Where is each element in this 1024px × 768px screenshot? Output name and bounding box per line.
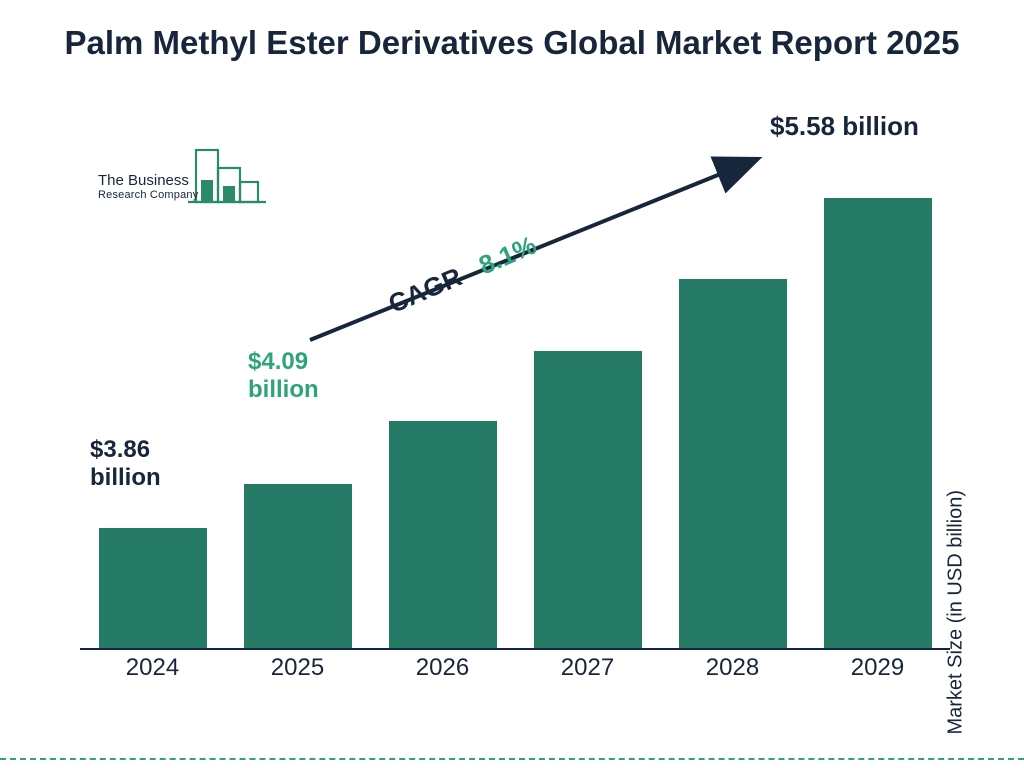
bar <box>244 484 352 648</box>
bar-slot <box>370 421 515 648</box>
x-tick-label: 2024 <box>80 654 225 682</box>
x-tick-label: 2025 <box>225 654 370 682</box>
bar-slot <box>80 528 225 648</box>
chart-canvas: Palm Methyl Ester Derivatives Global Mar… <box>0 0 1024 768</box>
x-axis-labels: 202420252026202720282029 <box>80 654 950 690</box>
bar <box>99 528 207 648</box>
value-label: $4.09billion <box>248 348 319 403</box>
bottom-dashed-line <box>0 758 1024 760</box>
bar-slot <box>515 351 660 648</box>
bar-slot <box>225 484 370 648</box>
x-tick-label: 2029 <box>805 654 950 682</box>
bar-slot <box>805 198 950 648</box>
value-label: $3.86billion <box>90 436 161 491</box>
chart-title: Palm Methyl Ester Derivatives Global Mar… <box>0 22 1024 63</box>
x-tick-label: 2028 <box>660 654 805 682</box>
bar <box>389 421 497 648</box>
y-axis-label: Market Size (in USD billion) <box>945 490 968 735</box>
x-tick-label: 2026 <box>370 654 515 682</box>
bar <box>824 198 932 648</box>
bar <box>534 351 642 648</box>
x-axis-line <box>80 648 950 650</box>
x-tick-label: 2027 <box>515 654 660 682</box>
value-label: $5.58 billion <box>770 112 919 142</box>
